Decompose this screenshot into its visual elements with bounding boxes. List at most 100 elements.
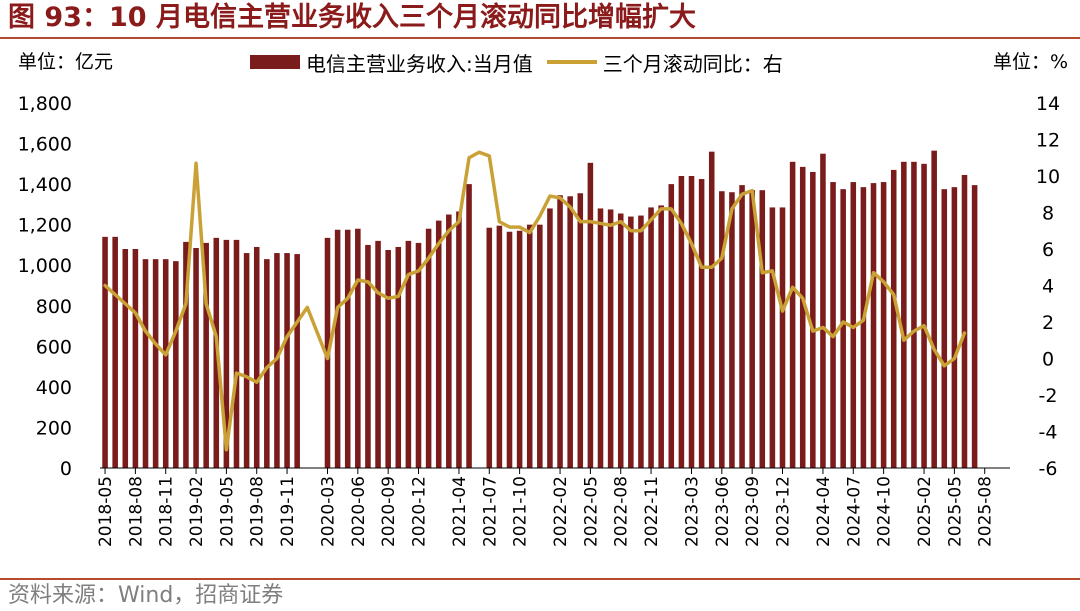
bar: [415, 242, 422, 468]
bar: [729, 192, 735, 468]
bar: [253, 246, 260, 468]
bar: [112, 236, 118, 468]
bar: [870, 183, 877, 468]
legend-line-swatch: [546, 60, 597, 64]
bar: [405, 240, 412, 468]
y-left-tick-label: 600: [36, 336, 72, 358]
bar: [122, 249, 129, 468]
bar: [264, 259, 270, 468]
x-tick-label: 2018-05: [96, 476, 116, 547]
x-tick-label: 2020-09: [379, 476, 399, 547]
bar: [658, 205, 664, 468]
y-right-tick-label: -4: [1039, 422, 1058, 444]
x-tick-label: 2019-05: [217, 476, 237, 547]
y-right-tick-label: 4: [1042, 276, 1054, 298]
y-left-tick-label: 1,200: [18, 215, 72, 237]
x-tick-label: 2025-05: [945, 476, 965, 547]
bar: [749, 190, 755, 468]
bar: [860, 187, 867, 468]
bar: [890, 169, 897, 469]
bar: [719, 191, 725, 468]
bar: [708, 151, 715, 469]
y-right-tick-label: 10: [1036, 166, 1060, 188]
bar: [799, 166, 806, 469]
bar: [142, 259, 149, 468]
bar: [375, 240, 381, 468]
y-right-tick-label: 14: [1036, 93, 1060, 115]
bar: [820, 153, 826, 468]
y-right-tick-label: 6: [1042, 239, 1054, 261]
y-right-tick-label: 12: [1036, 130, 1060, 152]
bar: [486, 227, 493, 468]
bar: [779, 207, 786, 468]
bar: [638, 215, 644, 468]
bar: [516, 230, 523, 468]
bar: [698, 179, 705, 469]
title-divider: [0, 37, 1080, 39]
bar: [496, 225, 503, 468]
x-tick-label: 2023-09: [743, 476, 763, 547]
x-tick-label: 2024-07: [844, 476, 864, 547]
bar: [506, 231, 513, 468]
bar: [183, 241, 189, 468]
figure-title: 图 93：10 月电信主营业务收入三个月滚动同比增幅扩大: [8, 2, 696, 33]
bar: [173, 261, 179, 468]
x-tick-label: 2020-03: [319, 476, 339, 547]
x-tick-label: 2022-08: [612, 476, 632, 547]
bar: [567, 196, 573, 468]
bar: [526, 224, 533, 468]
x-tick-label: 2019-02: [187, 476, 207, 547]
bar-series: [102, 150, 978, 469]
bar: [810, 171, 816, 468]
right-axis-unit: 单位：%: [992, 51, 1068, 73]
bar: [951, 187, 958, 468]
y-left-tick-label: 1,600: [18, 134, 72, 156]
bar: [648, 207, 654, 468]
bar: [132, 249, 139, 468]
bar: [284, 253, 290, 468]
y-left-tick-label: 1,800: [18, 93, 72, 115]
line-series: [103, 150, 967, 452]
y-left-tick-label: 400: [36, 377, 72, 399]
bar: [537, 224, 543, 468]
bar: [152, 259, 159, 468]
bar: [617, 213, 624, 468]
bar: [961, 174, 968, 469]
bar: [587, 162, 594, 468]
line-path: [103, 150, 967, 452]
x-tick-label: 2025-02: [915, 476, 935, 547]
bar: [789, 161, 796, 468]
bar: [769, 207, 776, 468]
bar: [840, 189, 846, 468]
bar: [830, 182, 836, 468]
bar: [931, 150, 937, 468]
legend-line-label: 三个月滚动同比：右: [602, 51, 783, 76]
bar: [678, 176, 685, 468]
bar: [456, 211, 462, 469]
bar: [395, 246, 402, 468]
y-right-tick-label: 0: [1042, 349, 1054, 371]
legend-bar-swatch: [250, 55, 300, 69]
footer-divider: [0, 578, 1080, 580]
bar: [941, 189, 948, 468]
y-right-tick-label: 8: [1042, 203, 1054, 225]
bar: [162, 259, 169, 468]
bar: [294, 254, 300, 468]
bar: [233, 239, 240, 469]
bar: [193, 247, 199, 468]
bar: [243, 253, 250, 468]
y-left-tick-label: 200: [36, 417, 72, 439]
x-tick-label: 2024-10: [875, 476, 895, 547]
x-tick-label: 2023-03: [683, 476, 703, 547]
x-tick-label: 2022-05: [581, 476, 601, 547]
bar: [921, 163, 927, 468]
bar: [102, 236, 108, 468]
x-tick-label: 2019-08: [248, 476, 268, 547]
x-tick-label: 2018-11: [157, 476, 177, 547]
bar: [425, 228, 432, 468]
x-tick-label: 2021-07: [480, 476, 500, 547]
bar: [223, 239, 230, 469]
bar: [435, 220, 442, 468]
x-tick-label: 2021-04: [450, 476, 470, 547]
legend-bar-label: 电信主营业务收入:当月值: [306, 51, 533, 76]
